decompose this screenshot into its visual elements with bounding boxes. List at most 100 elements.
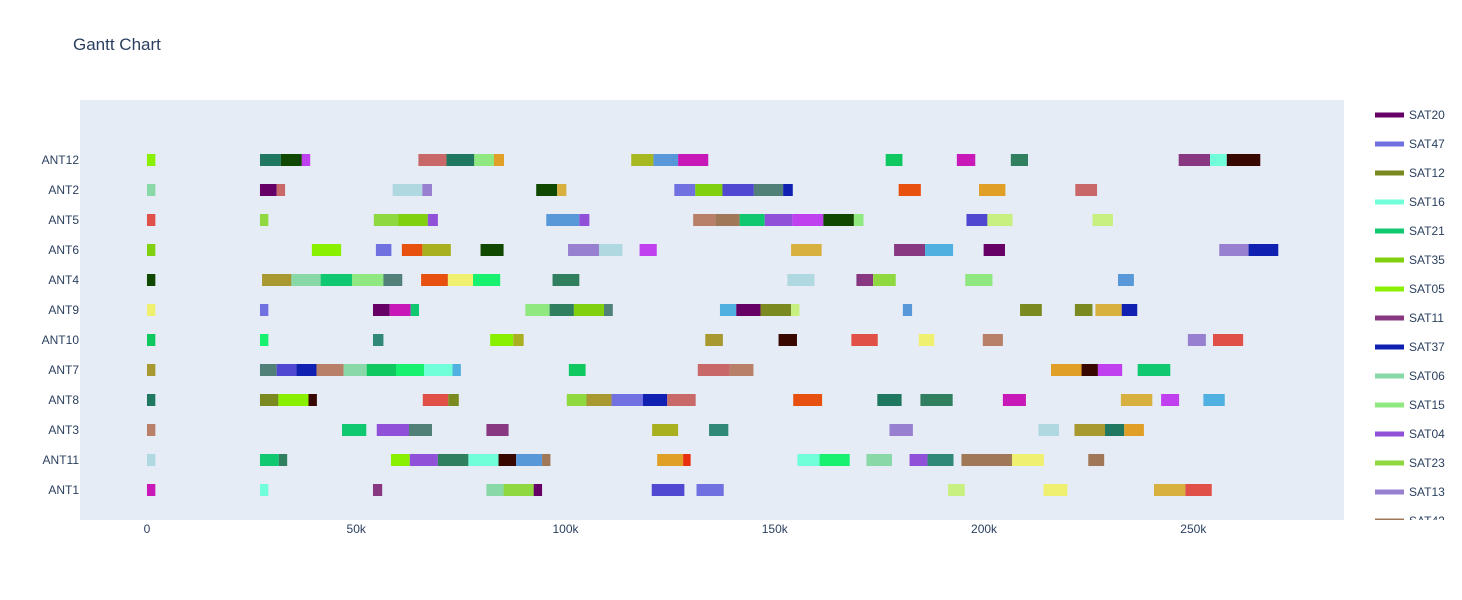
gantt-bar[interactable]	[446, 154, 475, 166]
gantt-bar[interactable]	[398, 214, 428, 226]
gantt-bar[interactable]	[259, 334, 269, 346]
gantt-bar[interactable]	[966, 214, 988, 226]
gantt-bar[interactable]	[1185, 484, 1212, 496]
gantt-bar[interactable]	[291, 274, 321, 286]
gantt-bar[interactable]	[259, 184, 277, 196]
gantt-bar[interactable]	[639, 244, 657, 256]
gantt-bar[interactable]	[421, 274, 448, 286]
gantt-bar[interactable]	[276, 184, 286, 196]
gantt-bar[interactable]	[320, 274, 353, 286]
gantt-bar[interactable]	[390, 454, 410, 466]
gantt-bar[interactable]	[791, 304, 800, 316]
gantt-bar[interactable]	[146, 244, 156, 256]
gantt-bar[interactable]	[568, 244, 599, 256]
legend-label[interactable]: SAT04	[1409, 427, 1445, 441]
gantt-bar[interactable]	[1161, 394, 1180, 406]
gantt-bar[interactable]	[392, 184, 423, 196]
gantt-bar[interactable]	[611, 394, 643, 406]
gantt-bar[interactable]	[1219, 244, 1249, 256]
legend-label[interactable]: SAT06	[1409, 369, 1445, 383]
gantt-bar[interactable]	[683, 454, 691, 466]
gantt-bar[interactable]	[1010, 154, 1028, 166]
gantt-bar[interactable]	[366, 364, 396, 376]
gantt-bar[interactable]	[760, 304, 792, 316]
gantt-bar[interactable]	[1137, 364, 1171, 376]
gantt-bar[interactable]	[982, 334, 1003, 346]
gantt-bar[interactable]	[877, 394, 902, 406]
gantt-bar[interactable]	[259, 454, 279, 466]
gantt-bar[interactable]	[301, 154, 311, 166]
gantt-bar[interactable]	[1203, 394, 1225, 406]
gantt-bar[interactable]	[383, 274, 403, 286]
gantt-bar[interactable]	[573, 304, 605, 316]
gantt-bar[interactable]	[948, 484, 965, 496]
gantt-bar[interactable]	[480, 244, 504, 256]
gantt-bar[interactable]	[651, 484, 685, 496]
gantt-bar[interactable]	[709, 424, 729, 436]
gantt-bar[interactable]	[1213, 334, 1244, 346]
gantt-bar[interactable]	[259, 364, 277, 376]
gantt-bar[interactable]	[783, 184, 793, 196]
gantt-bar[interactable]	[486, 424, 509, 436]
gantt-bar[interactable]	[146, 454, 156, 466]
gantt-bar[interactable]	[902, 304, 913, 316]
gantt-bar[interactable]	[1124, 424, 1144, 436]
legend-label[interactable]: SAT05	[1409, 282, 1445, 296]
gantt-bar[interactable]	[851, 334, 878, 346]
gantt-bar[interactable]	[1105, 424, 1125, 436]
gantt-bar[interactable]	[437, 454, 469, 466]
gantt-bar[interactable]	[1248, 244, 1279, 256]
gantt-bar[interactable]	[736, 304, 761, 316]
gantt-bar[interactable]	[739, 214, 765, 226]
gantt-bar[interactable]	[490, 334, 514, 346]
gantt-bar[interactable]	[557, 184, 567, 196]
gantt-bar[interactable]	[1088, 454, 1105, 466]
gantt-bar[interactable]	[546, 214, 580, 226]
gantt-bar[interactable]	[401, 244, 423, 256]
gantt-bar[interactable]	[667, 394, 696, 406]
gantt-bar[interactable]	[965, 274, 993, 286]
gantt-bar[interactable]	[653, 154, 679, 166]
gantt-bar[interactable]	[146, 214, 156, 226]
gantt-bar[interactable]	[146, 364, 156, 376]
gantt-bar[interactable]	[486, 484, 504, 496]
gantt-bar[interactable]	[418, 154, 447, 166]
gantt-bar[interactable]	[516, 454, 543, 466]
legend-label[interactable]: SAT21	[1409, 224, 1445, 238]
gantt-bar[interactable]	[146, 394, 156, 406]
gantt-bar[interactable]	[409, 454, 438, 466]
legend[interactable]: SAT20 SAT47 SAT12 SAT16 SAT21 SAT35 SAT05 SAT11…	[1375, 108, 1445, 528]
gantt-bar[interactable]	[278, 394, 309, 406]
gantt-bar[interactable]	[697, 364, 730, 376]
gantt-bar[interactable]	[146, 154, 156, 166]
gantt-bar[interactable]	[674, 184, 696, 196]
gantt-bar[interactable]	[586, 394, 612, 406]
gantt-bar[interactable]	[1020, 304, 1042, 316]
gantt-bar[interactable]	[925, 244, 954, 256]
gantt-bar[interactable]	[1117, 274, 1134, 286]
gantt-bar[interactable]	[631, 154, 654, 166]
gantt-bar[interactable]	[885, 154, 903, 166]
gantt-bar[interactable]	[898, 184, 921, 196]
gantt-bar[interactable]	[1178, 154, 1211, 166]
gantt-bar[interactable]	[695, 184, 723, 196]
gantt-bar[interactable]	[705, 334, 723, 346]
gantt-bar[interactable]	[753, 184, 784, 196]
gantt-bar[interactable]	[259, 484, 269, 496]
gantt-bar[interactable]	[376, 424, 409, 436]
gantt-bar[interactable]	[1153, 484, 1186, 496]
gantt-bar[interactable]	[533, 484, 543, 496]
gantt-bar[interactable]	[604, 304, 613, 316]
legend-label[interactable]: SAT13	[1409, 485, 1445, 499]
gantt-bar[interactable]	[715, 214, 740, 226]
legend-label[interactable]: SAT16	[1409, 195, 1445, 209]
gantt-bar[interactable]	[889, 424, 913, 436]
gantt-bar[interactable]	[1095, 304, 1122, 316]
gantt-bar[interactable]	[729, 364, 754, 376]
gantt-bar[interactable]	[927, 454, 954, 466]
gantt-bar[interactable]	[579, 214, 590, 226]
gantt-bar[interactable]	[693, 214, 716, 226]
gantt-bar[interactable]	[408, 424, 432, 436]
gantt-bar[interactable]	[372, 304, 390, 316]
gantt-bar[interactable]	[722, 184, 754, 196]
